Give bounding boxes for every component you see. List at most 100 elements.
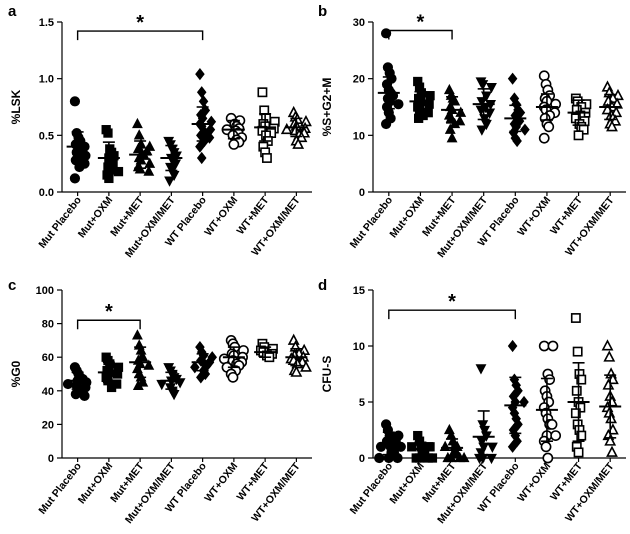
y-tick-label: 80	[42, 319, 54, 331]
data-point	[538, 340, 550, 352]
data-point	[486, 442, 498, 453]
data-point	[407, 442, 417, 452]
data-point	[69, 96, 81, 107]
panel-letter: b	[318, 3, 327, 20]
y-tick-label: 0	[359, 187, 365, 199]
data-point	[374, 452, 385, 464]
data-point	[131, 117, 143, 129]
data-point	[520, 123, 530, 136]
data-point	[605, 412, 618, 424]
data-point	[543, 121, 555, 133]
data-point	[547, 340, 559, 352]
significance-label: *	[417, 12, 425, 34]
data-point	[507, 440, 518, 453]
x-tick-label: Mut Placebo	[348, 460, 396, 516]
data-point	[144, 157, 156, 168]
y-tick-label: 5	[359, 397, 365, 409]
x-tick-label: WT+OXM	[515, 194, 553, 238]
data-point	[135, 344, 147, 355]
data-point	[573, 447, 584, 458]
data-point	[290, 365, 303, 377]
data-point	[103, 128, 113, 138]
data-point	[195, 140, 205, 153]
data-point	[257, 87, 268, 98]
y-axis-title: %S+G2+M	[320, 78, 334, 137]
data-point	[375, 441, 387, 452]
data-point	[168, 170, 180, 182]
data-point	[570, 408, 581, 419]
y-tick-label: 0	[48, 453, 54, 465]
data-point	[439, 440, 451, 451]
y-tick-label: 1.5	[39, 17, 54, 29]
data-point	[570, 313, 581, 323]
data-point	[287, 333, 300, 345]
data-point	[106, 382, 117, 393]
data-point	[458, 451, 470, 463]
y-axis-title: %LSK	[9, 89, 23, 124]
data-point	[131, 329, 143, 340]
x-tick-label: Mut Placebo	[36, 460, 84, 516]
y-tick-label: 10	[353, 341, 365, 353]
data-point	[477, 80, 489, 91]
data-point	[486, 82, 497, 94]
data-point	[261, 153, 272, 163]
data-point	[573, 130, 584, 141]
data-point	[475, 364, 487, 375]
y-tick-label: 20	[42, 419, 54, 431]
data-point	[507, 339, 518, 353]
data-point	[603, 350, 616, 362]
data-point	[427, 453, 438, 463]
data-point	[455, 106, 467, 117]
data-point	[576, 374, 587, 385]
y-tick-label: 60	[42, 352, 54, 364]
data-point	[132, 379, 144, 390]
significance-label: *	[448, 291, 456, 313]
data-point	[550, 430, 562, 441]
data-point	[133, 129, 145, 140]
data-point	[227, 371, 239, 383]
data-point	[393, 99, 404, 110]
data-point	[512, 134, 522, 148]
data-point	[411, 453, 421, 463]
data-point	[606, 445, 618, 457]
x-tick-label: WT+OXM	[202, 460, 240, 504]
data-point	[601, 339, 614, 351]
y-tick-label: 0	[359, 453, 365, 465]
data-point	[538, 132, 550, 144]
data-point	[70, 389, 81, 400]
data-point	[112, 369, 123, 379]
y-tick-label: 20	[353, 74, 365, 86]
data-point	[196, 371, 206, 384]
significance-bracket	[388, 29, 453, 40]
data-point	[381, 118, 392, 130]
data-point	[445, 112, 457, 123]
data-point	[476, 125, 488, 136]
y-axis-title: %G0	[9, 360, 23, 387]
data-point	[542, 452, 554, 464]
significance-label: *	[105, 301, 113, 323]
significance-bracket	[76, 319, 141, 330]
data-point	[477, 420, 489, 431]
data-point	[540, 441, 552, 453]
data-point	[538, 70, 550, 82]
x-tick-label: Mut Placebo	[348, 194, 396, 250]
data-point	[196, 354, 206, 367]
significance-bracket	[76, 30, 204, 41]
data-point	[392, 452, 403, 464]
data-point	[546, 418, 558, 430]
data-point	[479, 425, 491, 437]
y-tick-label: 1.0	[39, 74, 54, 86]
data-point	[606, 120, 618, 132]
data-point	[104, 173, 114, 184]
x-tick-label: WT+OXM	[515, 460, 553, 504]
data-point	[164, 176, 176, 187]
panel-letter: d	[318, 277, 327, 294]
y-tick-label: 10	[353, 130, 365, 142]
data-point	[69, 173, 81, 184]
data-point	[168, 389, 180, 401]
